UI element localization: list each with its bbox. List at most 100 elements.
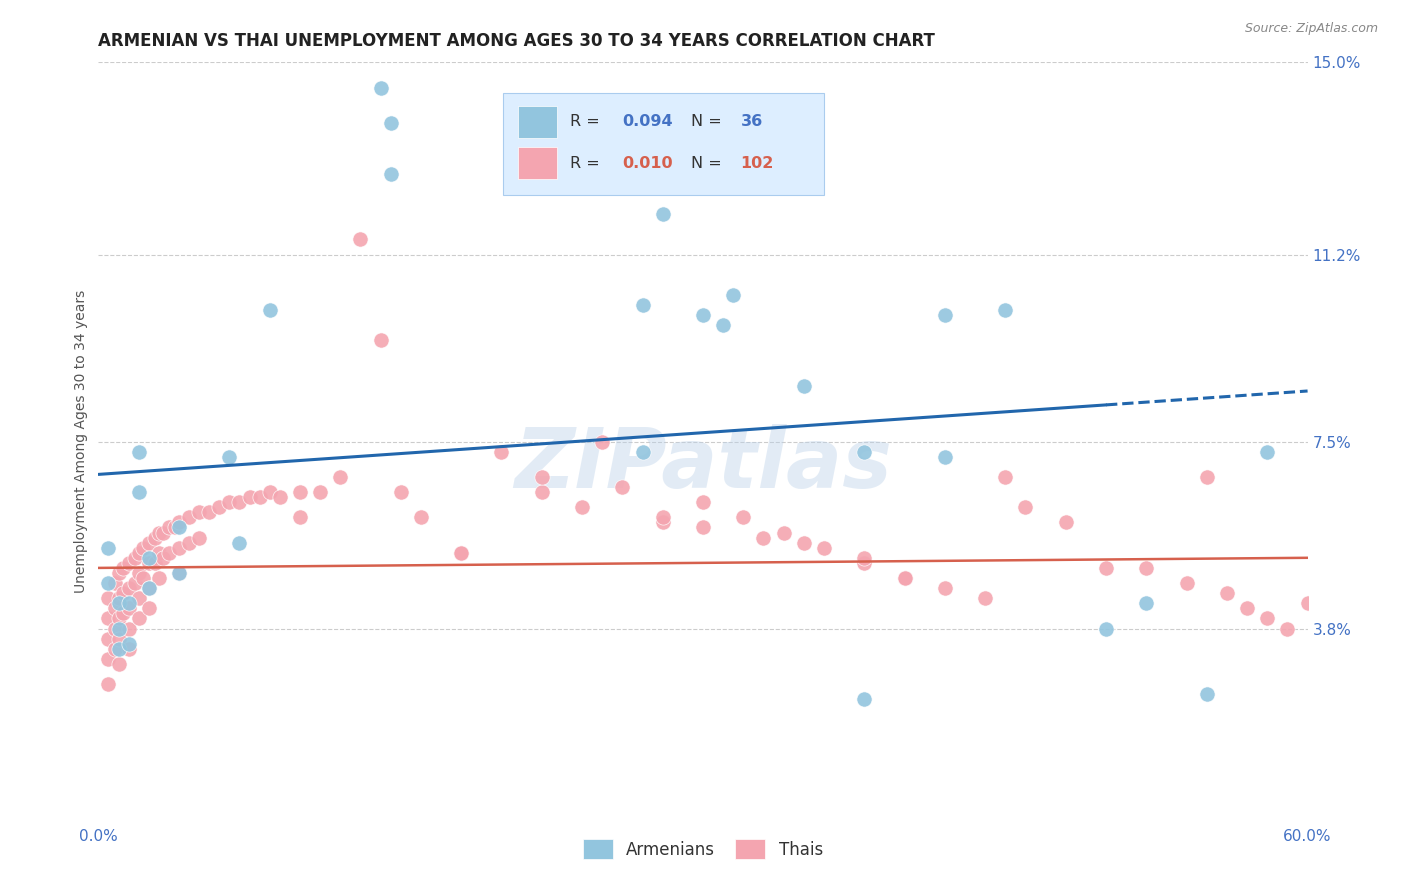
- Text: N =: N =: [690, 114, 727, 129]
- Point: [651, 207, 673, 221]
- Point: [107, 641, 129, 656]
- Point: [188, 505, 211, 519]
- Point: [103, 622, 125, 636]
- Point: [118, 581, 141, 595]
- Point: [138, 581, 160, 595]
- Point: [591, 177, 613, 191]
- Point: [103, 641, 125, 656]
- FancyBboxPatch shape: [503, 93, 824, 195]
- Point: [530, 470, 553, 484]
- Point: [288, 510, 311, 524]
- Text: 102: 102: [741, 156, 773, 170]
- Point: [1195, 687, 1218, 701]
- Point: [1216, 586, 1239, 600]
- Point: [288, 485, 311, 500]
- Point: [1014, 500, 1036, 515]
- Point: [128, 444, 150, 458]
- Point: [772, 525, 794, 540]
- Point: [218, 450, 240, 464]
- Point: [491, 444, 513, 458]
- Text: 0.010: 0.010: [621, 156, 672, 170]
- Point: [107, 632, 129, 646]
- Point: [167, 516, 190, 530]
- Point: [167, 566, 190, 580]
- Point: [1175, 576, 1198, 591]
- Point: [530, 485, 553, 500]
- Point: [1135, 561, 1157, 575]
- Point: [309, 485, 332, 500]
- Point: [107, 596, 129, 610]
- Point: [380, 167, 402, 181]
- Point: [1054, 516, 1077, 530]
- Text: Source: ZipAtlas.com: Source: ZipAtlas.com: [1244, 22, 1378, 36]
- Point: [138, 556, 160, 570]
- Point: [389, 485, 412, 500]
- Point: [138, 581, 160, 595]
- Point: [1135, 596, 1157, 610]
- Point: [733, 510, 755, 524]
- Point: [167, 541, 190, 555]
- Point: [380, 116, 402, 130]
- Point: [128, 485, 150, 500]
- Point: [152, 525, 174, 540]
- Point: [1195, 470, 1218, 484]
- Point: [124, 576, 146, 591]
- Point: [934, 581, 956, 595]
- Point: [370, 80, 392, 95]
- Point: [239, 490, 262, 504]
- Point: [167, 566, 190, 580]
- Text: R =: R =: [569, 156, 605, 170]
- Point: [259, 485, 281, 500]
- Point: [107, 566, 129, 580]
- Point: [450, 546, 472, 560]
- Point: [612, 480, 634, 494]
- Point: [163, 520, 186, 534]
- Point: [148, 525, 170, 540]
- Point: [128, 611, 150, 625]
- Point: [793, 379, 815, 393]
- Point: [111, 561, 134, 575]
- Point: [692, 308, 714, 322]
- Text: ARMENIAN VS THAI UNEMPLOYMENT AMONG AGES 30 TO 34 YEARS CORRELATION CHART: ARMENIAN VS THAI UNEMPLOYMENT AMONG AGES…: [98, 32, 935, 50]
- Point: [1296, 596, 1319, 610]
- Point: [853, 550, 876, 565]
- Point: [143, 556, 166, 570]
- Point: [692, 520, 714, 534]
- Point: [97, 576, 120, 591]
- Point: [853, 692, 876, 706]
- Point: [651, 516, 673, 530]
- Point: [97, 632, 120, 646]
- Point: [450, 546, 472, 560]
- Point: [934, 308, 956, 322]
- Point: [107, 622, 129, 636]
- Point: [1095, 561, 1118, 575]
- Point: [651, 510, 673, 524]
- Point: [132, 571, 155, 585]
- Point: [813, 541, 835, 555]
- Point: [128, 546, 150, 560]
- Point: [148, 546, 170, 560]
- Point: [218, 495, 240, 509]
- Point: [198, 505, 221, 519]
- Point: [138, 535, 160, 549]
- Point: [1277, 622, 1299, 636]
- Point: [571, 500, 593, 515]
- Text: ZIPatlas: ZIPatlas: [515, 424, 891, 505]
- Point: [853, 556, 876, 570]
- Point: [259, 303, 281, 318]
- Text: 36: 36: [741, 114, 762, 129]
- Point: [179, 510, 201, 524]
- Point: [157, 520, 180, 534]
- Point: [188, 531, 211, 545]
- Text: 0.094: 0.094: [621, 114, 672, 129]
- Point: [994, 303, 1017, 318]
- Point: [974, 591, 997, 606]
- Point: [128, 566, 150, 580]
- Point: [97, 652, 120, 666]
- Point: [138, 601, 160, 615]
- Point: [118, 637, 141, 651]
- Point: [893, 571, 915, 585]
- Point: [118, 556, 141, 570]
- Point: [893, 571, 915, 585]
- Point: [118, 622, 141, 636]
